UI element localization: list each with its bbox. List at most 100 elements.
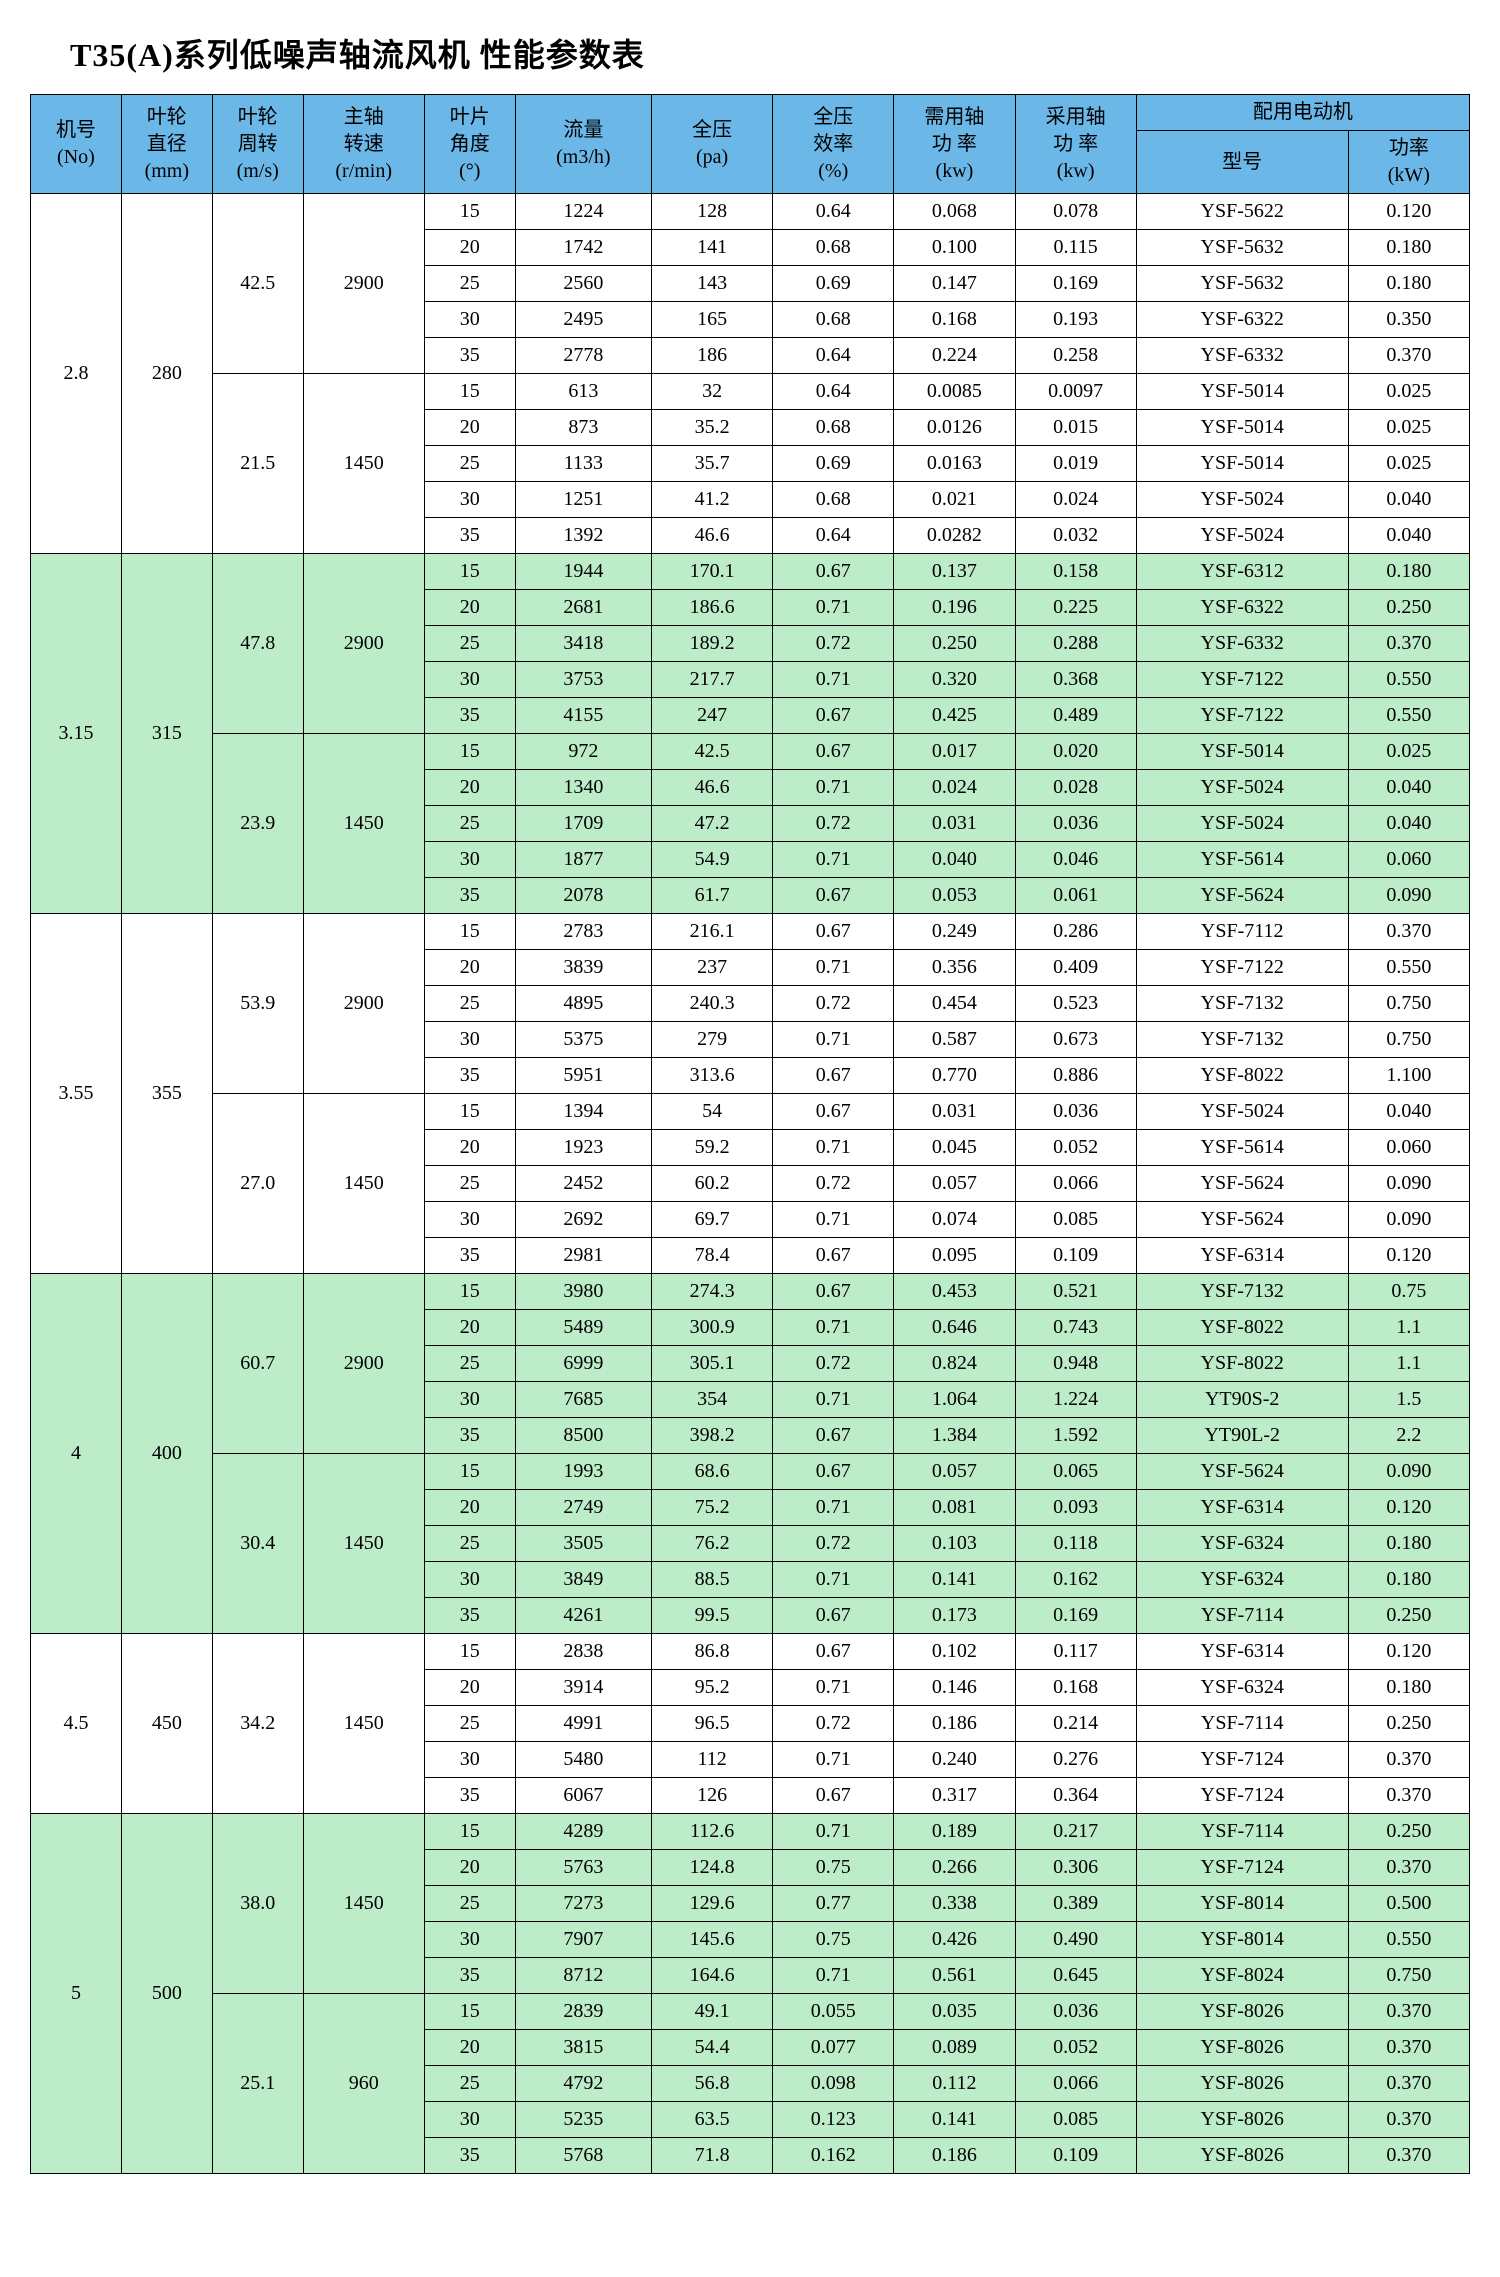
cell-motor-model: YSF-5014 [1136,374,1348,410]
cell-use-power: 0.036 [1015,1094,1136,1130]
cell-need-power: 0.112 [894,2066,1015,2102]
cell-angle: 15 [424,1094,515,1130]
cell-motor-power: 0.370 [1348,1994,1469,2030]
cell-pressure: 274.3 [652,1274,773,1310]
cell-flow: 4261 [515,1598,651,1634]
cell-efficiency: 0.68 [773,482,894,518]
cell-use-power: 0.046 [1015,842,1136,878]
cell-use-power: 0.276 [1015,1742,1136,1778]
cell-flow: 2981 [515,1238,651,1274]
cell-need-power: 0.249 [894,914,1015,950]
cell-tip-speed: 47.8 [212,554,303,734]
cell-motor-model: YSF-7132 [1136,1022,1348,1058]
cell-tip-speed: 27.0 [212,1094,303,1274]
cell-rpm: 2900 [303,554,424,734]
cell-angle: 20 [424,2030,515,2066]
cell-motor-power: 0.370 [1348,1778,1469,1814]
table-row: 4.545034.2145015283886.80.670.1020.117YS… [31,1634,1470,1670]
cell-angle: 25 [424,986,515,1022]
hdr-use-power: 采用轴功 率(kw) [1015,95,1136,194]
cell-motor-model: YSF-8022 [1136,1310,1348,1346]
cell-motor-power: 0.090 [1348,1202,1469,1238]
cell-rpm: 1450 [303,734,424,914]
cell-flow: 3980 [515,1274,651,1310]
cell-motor-power: 0.120 [1348,194,1469,230]
cell-motor-model: YSF-8026 [1136,2138,1348,2174]
cell-motor-model: YSF-8026 [1136,2102,1348,2138]
cell-motor-model: YSF-7114 [1136,1706,1348,1742]
cell-pressure: 300.9 [652,1310,773,1346]
cell-need-power: 0.266 [894,1850,1015,1886]
cell-motor-power: 0.090 [1348,1166,1469,1202]
cell-pressure: 68.6 [652,1454,773,1490]
cell-need-power: 0.057 [894,1166,1015,1202]
cell-flow: 5375 [515,1022,651,1058]
cell-motor-power: 0.370 [1348,2066,1469,2102]
cell-efficiency: 0.68 [773,302,894,338]
cell-pressure: 35.7 [652,446,773,482]
cell-need-power: 0.196 [894,590,1015,626]
cell-pressure: 186 [652,338,773,374]
cell-motor-model: YSF-5622 [1136,194,1348,230]
table-row: 3.1531547.82900151944170.10.670.1370.158… [31,554,1470,590]
cell-flow: 6067 [515,1778,651,1814]
hdr-motor-power: 功率(kW) [1348,131,1469,194]
cell-need-power: 0.100 [894,230,1015,266]
cell-angle: 20 [424,230,515,266]
cell-use-power: 0.109 [1015,2138,1136,2174]
cell-flow: 4155 [515,698,651,734]
cell-angle: 35 [424,1418,515,1454]
cell-flow: 5763 [515,1850,651,1886]
cell-use-power: 0.521 [1015,1274,1136,1310]
cell-angle: 30 [424,1022,515,1058]
cell-angle: 15 [424,554,515,590]
cell-pressure: 237 [652,950,773,986]
cell-efficiency: 0.71 [773,1958,894,1994]
cell-efficiency: 0.71 [773,1814,894,1850]
cell-angle: 15 [424,1274,515,1310]
cell-tip-speed: 34.2 [212,1634,303,1814]
cell-need-power: 0.0126 [894,410,1015,446]
cell-motor-model: YSF-6332 [1136,626,1348,662]
cell-motor-model: YSF-7122 [1136,950,1348,986]
cell-use-power: 0.109 [1015,1238,1136,1274]
cell-motor-power: 0.025 [1348,410,1469,446]
cell-motor-power: 0.250 [1348,1814,1469,1850]
cell-efficiency: 0.64 [773,338,894,374]
cell-pressure: 78.4 [652,1238,773,1274]
table-row: 440060.72900153980274.30.670.4530.521YSF… [31,1274,1470,1310]
cell-angle: 20 [424,950,515,986]
cell-need-power: 0.057 [894,1454,1015,1490]
cell-use-power: 0.052 [1015,2030,1136,2066]
cell-flow: 3839 [515,950,651,986]
table-row: 23.914501597242.50.670.0170.020YSF-50140… [31,734,1470,770]
cell-efficiency: 0.67 [773,1778,894,1814]
cell-flow: 1394 [515,1094,651,1130]
cell-use-power: 0.036 [1015,806,1136,842]
cell-pressure: 59.2 [652,1130,773,1166]
cell-tip-speed: 42.5 [212,194,303,374]
cell-use-power: 0.0097 [1015,374,1136,410]
cell-need-power: 0.0085 [894,374,1015,410]
hdr-motor-group: 配用电动机 [1136,95,1469,131]
cell-motor-model: YT90L-2 [1136,1418,1348,1454]
table-row: 3.5535553.92900152783216.10.670.2490.286… [31,914,1470,950]
cell-motor-power: 0.550 [1348,662,1469,698]
cell-flow: 3418 [515,626,651,662]
cell-angle: 25 [424,626,515,662]
cell-motor-power: 0.350 [1348,302,1469,338]
cell-angle: 35 [424,518,515,554]
cell-tip-speed: 60.7 [212,1274,303,1454]
cell-motor-model: YSF-5024 [1136,482,1348,518]
cell-angle: 25 [424,806,515,842]
cell-need-power: 0.146 [894,1670,1015,1706]
cell-flow: 7685 [515,1382,651,1418]
cell-tip-speed: 30.4 [212,1454,303,1634]
cell-use-power: 0.085 [1015,1202,1136,1238]
cell-angle: 30 [424,2102,515,2138]
cell-motor-model: YSF-5624 [1136,878,1348,914]
cell-angle: 30 [424,1382,515,1418]
cell-angle: 25 [424,446,515,482]
cell-motor-model: YSF-6324 [1136,1562,1348,1598]
cell-pressure: 47.2 [652,806,773,842]
